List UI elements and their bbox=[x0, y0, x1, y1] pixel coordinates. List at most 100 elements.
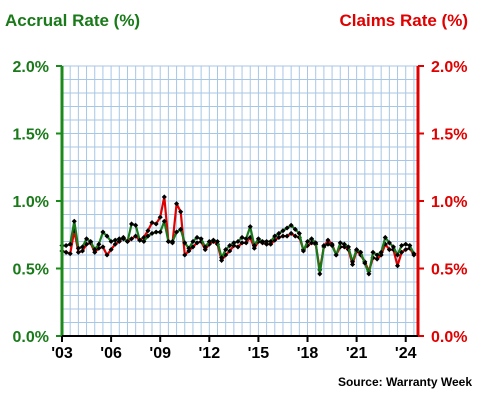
accrual-point bbox=[349, 259, 356, 265]
accrual-point bbox=[186, 245, 192, 251]
accrual-point bbox=[190, 238, 196, 245]
x-tick-label: '18 bbox=[297, 345, 319, 362]
accrual-point bbox=[169, 238, 176, 245]
right-tick-label: 1.5% bbox=[431, 127, 467, 144]
x-tick-label: '03 bbox=[51, 345, 73, 362]
accrual-point bbox=[251, 243, 257, 249]
claims-point bbox=[194, 240, 200, 246]
accrual-point bbox=[231, 240, 237, 246]
accrual-point bbox=[259, 238, 266, 245]
claims-point bbox=[239, 240, 245, 246]
claims-point bbox=[284, 233, 290, 239]
claims-point bbox=[243, 240, 249, 246]
series-layer bbox=[59, 194, 417, 277]
claims-point bbox=[100, 244, 106, 250]
accrual-point bbox=[210, 237, 216, 243]
accrual-point bbox=[317, 271, 323, 277]
accrual-point bbox=[280, 228, 286, 234]
accrual-point bbox=[264, 238, 270, 245]
accrual-point bbox=[255, 236, 261, 242]
x-tick-label: '24 bbox=[395, 345, 417, 362]
claims-point bbox=[280, 233, 286, 239]
claims-point bbox=[92, 249, 98, 255]
x-tick-label: '15 bbox=[248, 345, 270, 362]
x-tick-label: '12 bbox=[199, 345, 221, 362]
accrual-point bbox=[129, 221, 135, 227]
accrual-point bbox=[194, 234, 200, 240]
right-tick-label: 0.5% bbox=[431, 262, 467, 279]
accrual-point bbox=[182, 240, 188, 246]
claims-point bbox=[186, 248, 192, 254]
claims-point bbox=[374, 256, 380, 262]
left-tick-label: 2.0% bbox=[13, 59, 49, 76]
accrual-point bbox=[227, 243, 233, 249]
claims-point bbox=[178, 209, 184, 215]
accrual-point bbox=[198, 236, 204, 242]
claims-point bbox=[202, 247, 208, 253]
claims-point bbox=[157, 214, 163, 220]
claims-point bbox=[145, 228, 151, 234]
accrual-point bbox=[84, 236, 90, 242]
accrual-point bbox=[243, 236, 249, 242]
accrual-point bbox=[92, 247, 98, 253]
accrual-point bbox=[141, 238, 147, 245]
accrual-point bbox=[112, 237, 118, 243]
accrual-point bbox=[178, 226, 184, 232]
claims-point bbox=[153, 221, 159, 227]
claims-point bbox=[386, 247, 392, 253]
left-tick-label: 1.0% bbox=[13, 194, 49, 211]
accrual-point bbox=[174, 229, 180, 235]
accrual-point bbox=[157, 229, 163, 235]
accrual-point bbox=[79, 244, 86, 250]
claims-point bbox=[161, 194, 167, 200]
right-tick-label: 2.0% bbox=[431, 59, 467, 76]
claims-point bbox=[79, 248, 86, 254]
accrual-point bbox=[296, 230, 302, 236]
claims-point bbox=[349, 261, 356, 267]
claims-point bbox=[251, 245, 257, 251]
accrual-point bbox=[304, 238, 311, 245]
accrual-point bbox=[145, 233, 151, 239]
accrual-point bbox=[370, 249, 376, 255]
claims-point bbox=[227, 248, 233, 254]
source-note: Source: Warranty Week bbox=[338, 375, 472, 389]
accrual-point bbox=[120, 236, 126, 242]
axes: 0.0% 0.0% 0.5% 0.5% 1.0% 1.0% 1.5% 1.5% 2.0% 2.0%… bbox=[13, 59, 468, 362]
accrual-point bbox=[386, 240, 392, 246]
grid-lines bbox=[61, 65, 418, 337]
accrual-point bbox=[235, 238, 241, 245]
accrual-point bbox=[104, 233, 110, 239]
accrual-point bbox=[313, 240, 319, 246]
left-tick-label: 1.5% bbox=[13, 127, 49, 144]
claims-point bbox=[264, 241, 270, 247]
claims-point bbox=[276, 234, 282, 240]
accrual-point bbox=[149, 230, 155, 236]
x-tick-label: '09 bbox=[149, 345, 171, 362]
left-tick-label: 0.5% bbox=[13, 262, 49, 279]
accrual-point bbox=[161, 218, 167, 224]
accrual-point bbox=[219, 255, 225, 261]
x-tick-label: '21 bbox=[346, 345, 368, 362]
right-axis-title: Claims Rate (%) bbox=[340, 11, 468, 30]
accrual-point bbox=[288, 222, 294, 228]
accrual-point bbox=[153, 229, 159, 235]
accrual-point bbox=[358, 249, 364, 255]
claims-point bbox=[63, 249, 69, 255]
accrual-point bbox=[223, 247, 229, 253]
claims-point bbox=[67, 251, 73, 257]
accrual-point bbox=[137, 237, 143, 243]
accrual-point bbox=[100, 229, 106, 235]
left-tick-label: 0.0% bbox=[13, 329, 49, 346]
right-tick-label: 1.0% bbox=[431, 194, 467, 211]
claims-point bbox=[174, 201, 180, 207]
claims-point bbox=[235, 244, 241, 250]
accrual-point bbox=[165, 238, 171, 245]
claims-point bbox=[133, 233, 139, 239]
accrual-point bbox=[399, 243, 405, 249]
accrual-point bbox=[309, 236, 315, 242]
left-axis-title: Accrual Rate (%) bbox=[5, 11, 140, 30]
accrual-point bbox=[124, 238, 131, 245]
claims-point bbox=[394, 263, 401, 269]
accrual-point bbox=[284, 225, 290, 231]
claims-point bbox=[149, 220, 155, 226]
